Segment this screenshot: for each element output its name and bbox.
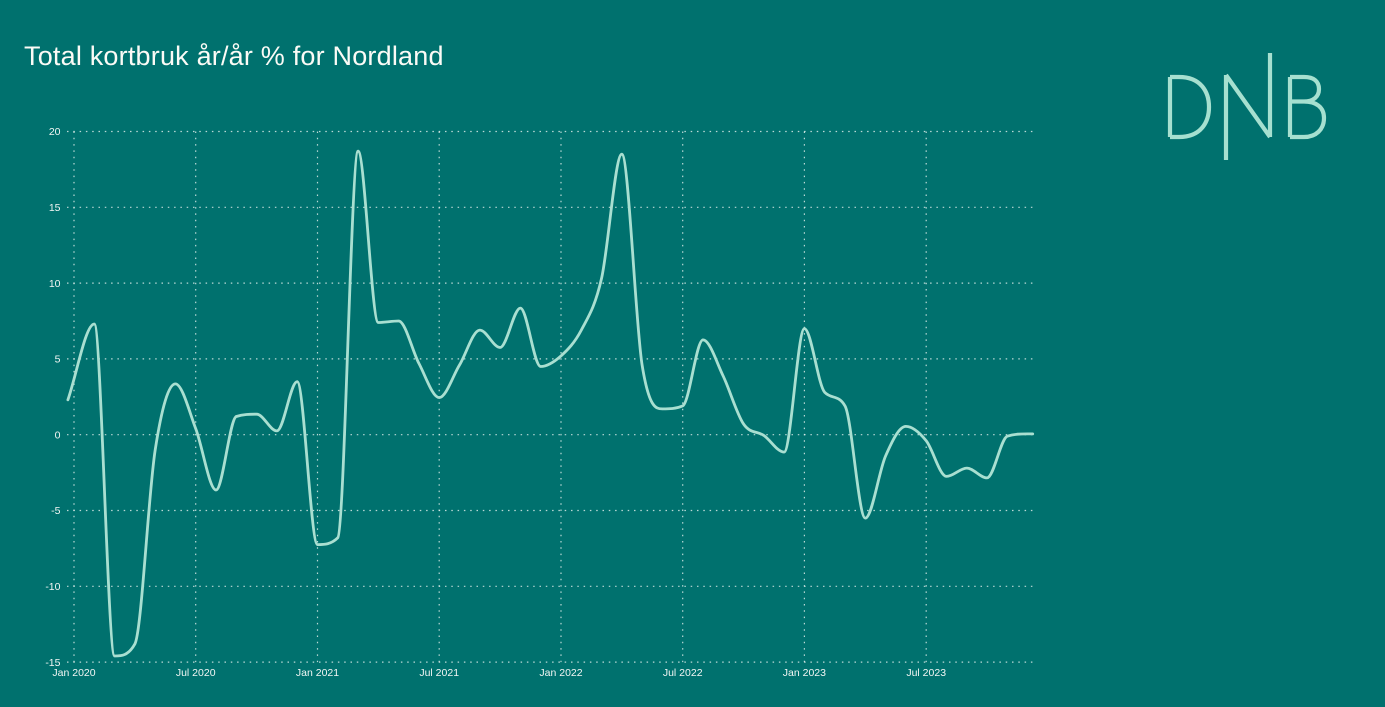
x-tick-label: Jan 2020 (52, 667, 95, 679)
y-tick-label: 5 (55, 354, 61, 366)
x-tick-label: Jul 2022 (663, 667, 703, 679)
y-tick-label: -10 (45, 581, 60, 593)
y-tick-label: -5 (51, 505, 60, 517)
dnb-logo-letter-n (1223, 53, 1273, 160)
dnb-logo-letter-d (1167, 74, 1212, 140)
y-tick-label: 20 (49, 126, 61, 138)
x-tick-label: Jan 2022 (539, 667, 582, 679)
chart-title: Total kortbruk år/år % for Nordland (24, 41, 444, 71)
y-tick-label: -15 (45, 657, 60, 669)
dnb-logo (1167, 53, 1327, 160)
series-line (66, 149, 1035, 658)
x-tick-label: Jan 2021 (296, 667, 339, 679)
x-tick-label: Jul 2021 (419, 667, 459, 679)
x-tick-label: Jul 2023 (906, 667, 946, 679)
y-tick-label: 10 (49, 278, 61, 290)
x-tick-label: Jul 2020 (176, 667, 216, 679)
dnb-logo-letter-b (1287, 74, 1327, 140)
x-tick-label: Jan 2023 (783, 667, 826, 679)
y-tick-label: 15 (49, 202, 61, 214)
y-tick-label: 0 (55, 429, 61, 441)
